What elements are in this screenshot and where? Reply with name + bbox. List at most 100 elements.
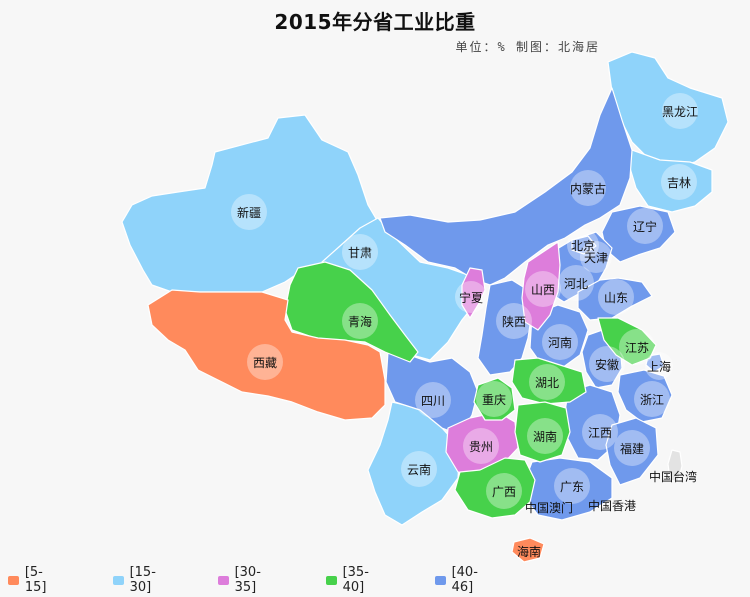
legend-label: [40-46] bbox=[451, 565, 478, 595]
label-xinjiang: 新疆 bbox=[237, 205, 261, 220]
region-neimenggu[interactable] bbox=[379, 87, 633, 286]
bubble-heilongjiang bbox=[662, 93, 698, 129]
label-yunnan: 云南 bbox=[407, 462, 431, 477]
region-hainan[interactable] bbox=[511, 537, 545, 563]
label-gansu: 甘肃 bbox=[348, 246, 372, 260]
legend-label: [15-30] bbox=[129, 565, 156, 595]
label-zhejiang: 浙江 bbox=[640, 393, 664, 407]
label-hubei: 湖北 bbox=[535, 375, 559, 390]
label-tianjin: 天津 bbox=[584, 251, 608, 265]
region-yunnan[interactable] bbox=[367, 401, 461, 526]
region-fujian[interactable] bbox=[605, 417, 659, 486]
map-subtitle: 单位：% 制图：北海居 bbox=[455, 40, 600, 54]
region-chongqing[interactable] bbox=[473, 377, 516, 421]
legend-label: [35-40] bbox=[342, 565, 369, 595]
legend-item-5-15[interactable]: [5-15] bbox=[8, 565, 52, 595]
bubble-neimenggu bbox=[570, 170, 606, 206]
region-shandong[interactable] bbox=[577, 277, 653, 321]
bubble-hunan bbox=[527, 418, 563, 454]
bubble-zhejiang bbox=[634, 381, 670, 417]
bubble-hebei bbox=[558, 265, 594, 301]
bubble-guangdong bbox=[554, 468, 590, 504]
legend-swatch bbox=[113, 575, 124, 585]
label-macau: 中国澳门 bbox=[525, 500, 573, 515]
region-beijing[interactable] bbox=[571, 235, 597, 255]
bubble-yunnan bbox=[401, 451, 437, 487]
bubble-ningxia bbox=[455, 281, 487, 313]
label-shanghai: 上海 bbox=[647, 359, 671, 374]
bubble-sichuan bbox=[415, 382, 451, 418]
label-jiangsu: 江苏 bbox=[625, 341, 649, 355]
region-shanxi[interactable] bbox=[521, 241, 561, 331]
legend-label: [5-15] bbox=[24, 565, 47, 595]
label-guangdong: 广东 bbox=[560, 480, 584, 494]
legend-item-35-40[interactable]: [35-40] bbox=[326, 565, 374, 595]
bubble-beijing bbox=[567, 229, 599, 261]
bubble-guizhou bbox=[463, 428, 499, 464]
label-taiwan: 中国台湾 bbox=[649, 469, 697, 484]
bubble-chongqing bbox=[476, 381, 512, 417]
label-guizhou: 贵州 bbox=[469, 440, 493, 454]
bubble-gansu bbox=[342, 234, 378, 270]
label-jilin: 吉林 bbox=[667, 176, 691, 190]
legend-item-40-46[interactable]: [40-46] bbox=[435, 565, 483, 595]
label-hongkong: 中国香港 bbox=[588, 498, 636, 513]
bubble-anhui bbox=[589, 346, 625, 382]
bubble-shanxi bbox=[525, 271, 561, 307]
label-neimenggu: 内蒙古 bbox=[570, 181, 606, 196]
label-chongqing: 重庆 bbox=[482, 393, 506, 407]
bubble-shanghai bbox=[645, 352, 673, 380]
region-qinghai[interactable] bbox=[284, 261, 419, 363]
bubble-xinjiang bbox=[231, 194, 267, 230]
map-title: 2015年分省工业比重 bbox=[274, 10, 476, 34]
bubble-xizang bbox=[247, 344, 283, 380]
label-hainan: 海南 bbox=[517, 544, 541, 559]
bubble-jiangsu bbox=[619, 329, 655, 365]
bubble-jiangxi bbox=[582, 414, 618, 450]
legend-swatch bbox=[326, 575, 337, 585]
region-xizang[interactable] bbox=[147, 289, 386, 421]
legend-swatch bbox=[8, 575, 19, 585]
label-ningxia: 宁夏 bbox=[459, 290, 483, 305]
region-shanghai[interactable] bbox=[645, 353, 665, 373]
bubble-hubei bbox=[529, 364, 565, 400]
label-hunan: 湖南 bbox=[533, 429, 557, 444]
label-beijing: 北京 bbox=[571, 239, 595, 253]
bubble-henan bbox=[542, 324, 578, 360]
region-guangxi[interactable] bbox=[454, 457, 536, 519]
legend-swatch bbox=[218, 575, 229, 585]
bubble-jilin bbox=[661, 164, 697, 200]
region-jilin[interactable] bbox=[629, 149, 713, 213]
region-hunan[interactable] bbox=[514, 401, 571, 463]
region-sichuan[interactable] bbox=[385, 351, 479, 436]
region-hubei[interactable] bbox=[511, 357, 587, 405]
label-guangxi: 广西 bbox=[492, 485, 516, 499]
region-zhejiang[interactable] bbox=[617, 369, 673, 423]
label-jiangxi: 江西 bbox=[588, 426, 612, 440]
label-hebei: 河北 bbox=[564, 277, 588, 291]
label-fujian: 福建 bbox=[620, 441, 644, 456]
legend-item-30-35[interactable]: [30-35] bbox=[218, 565, 266, 595]
label-shanxi: 山西 bbox=[531, 283, 555, 297]
bubble-fujian bbox=[614, 430, 650, 466]
label-liaoning: 辽宁 bbox=[633, 219, 657, 234]
bubble-qinghai bbox=[342, 303, 378, 339]
bubble-shaanxi bbox=[496, 303, 532, 339]
bubble-guangxi bbox=[486, 473, 522, 509]
bubble-shandong bbox=[598, 279, 634, 315]
bubble-tianjin bbox=[580, 241, 612, 273]
label-henan: 河南 bbox=[548, 335, 572, 350]
label-anhui: 安徽 bbox=[595, 357, 619, 372]
region-xinjiang[interactable] bbox=[121, 114, 379, 293]
legend-swatch bbox=[435, 575, 446, 585]
label-shaanxi: 陕西 bbox=[502, 314, 526, 329]
label-qinghai: 青海 bbox=[348, 314, 372, 329]
region-jiangsu[interactable] bbox=[597, 317, 657, 366]
bubble-liaoning bbox=[627, 208, 663, 244]
region-ningxia[interactable] bbox=[461, 267, 486, 319]
region-taiwan[interactable] bbox=[667, 449, 683, 483]
legend-item-15-30[interactable]: [15-30] bbox=[113, 565, 161, 595]
legend-label: [30-35] bbox=[234, 565, 261, 595]
label-xizang: 西藏 bbox=[253, 356, 277, 370]
